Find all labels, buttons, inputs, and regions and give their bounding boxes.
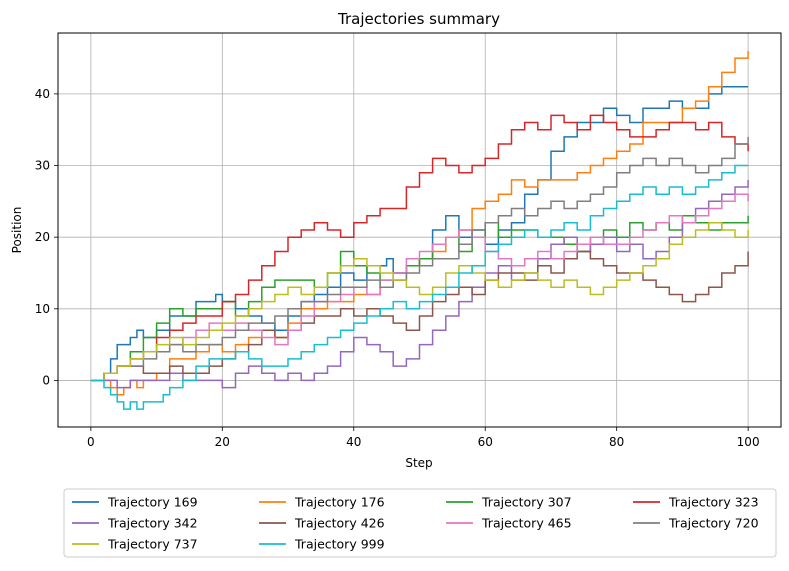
- legend-entry: Trajectory 307: [481, 495, 572, 510]
- axis-ticks: 0 20 40 60 80 100 0 10 20 30 40: [35, 87, 760, 449]
- y-tick-label: 40: [35, 87, 50, 101]
- x-tick-label: 100: [737, 435, 760, 449]
- series-group: [90, 50, 749, 410]
- y-tick-label: 20: [35, 230, 50, 244]
- series-line: [90, 250, 749, 382]
- x-axis-label: Step: [405, 456, 432, 470]
- legend-entry: Trajectory 737: [107, 537, 198, 552]
- chart-title: Trajectories summary: [337, 10, 500, 28]
- legend-entry: Trajectory 169: [107, 495, 198, 510]
- y-axis-label: Position: [10, 207, 24, 254]
- y-tick-label: 10: [35, 302, 50, 316]
- series-line: [90, 222, 749, 382]
- y-tick-label: 30: [35, 159, 50, 173]
- legend-entry: Trajectory 342: [107, 516, 198, 531]
- plot-frame: [57, 32, 782, 428]
- legend-entry: Trajectory 465: [481, 516, 572, 531]
- series-line: [90, 136, 749, 382]
- x-tick-label: 60: [478, 435, 493, 449]
- x-tick-label: 0: [87, 435, 95, 449]
- legend-frame: [63, 488, 777, 558]
- legend-entry: Trajectory 176: [294, 495, 385, 510]
- legend: Trajectory 169 Trajectory 176 Trajectory 3…: [63, 488, 777, 558]
- x-tick-label: 40: [346, 435, 361, 449]
- legend-entry: Trajectory 999: [294, 537, 385, 552]
- y-tick-label: 0: [42, 373, 50, 387]
- series-line: [90, 114, 749, 382]
- legend-entry: Trajectory 720: [668, 516, 759, 531]
- legend-entry: Trajectory 426: [294, 516, 385, 531]
- series-line: [90, 164, 749, 410]
- series-line: [90, 179, 749, 389]
- series-line: [90, 193, 749, 382]
- x-tick-label: 80: [609, 435, 624, 449]
- x-tick-label: 20: [215, 435, 230, 449]
- legend-entry: Trajectory 323: [668, 495, 759, 510]
